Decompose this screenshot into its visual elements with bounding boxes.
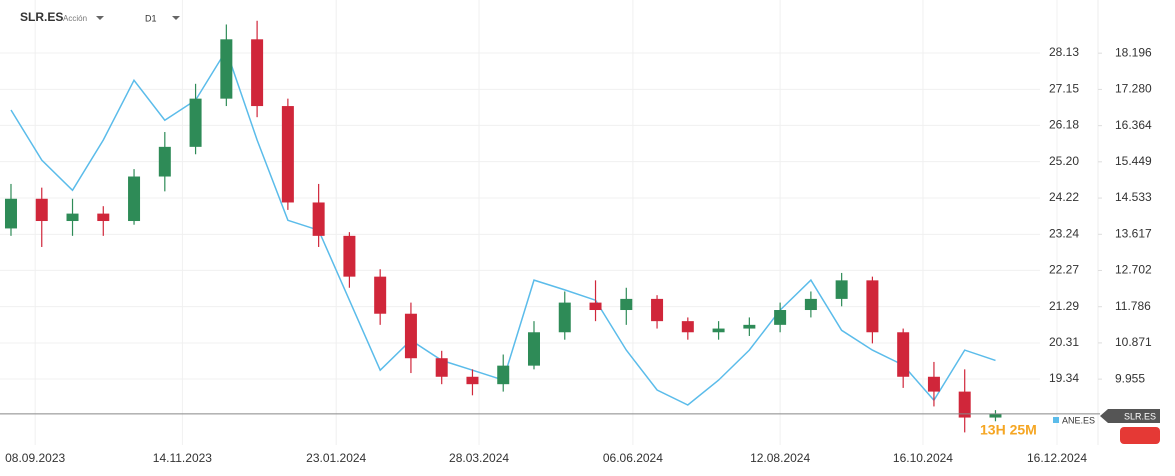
dropdown-arrow[interactable] bbox=[172, 16, 180, 20]
candle-body bbox=[958, 391, 971, 418]
candle-body bbox=[404, 313, 417, 359]
x-tick-label: 16.12.2024 bbox=[1027, 451, 1087, 465]
asset-type[interactable]: Acción bbox=[63, 14, 87, 23]
candle-body bbox=[835, 280, 848, 299]
candle-body bbox=[866, 280, 879, 333]
x-tick-label: 23.01.2024 bbox=[306, 451, 366, 465]
legend-swatch bbox=[1053, 417, 1059, 423]
candle-body bbox=[620, 298, 633, 311]
y-tick-label: 26.18 bbox=[1049, 118, 1079, 132]
y-tick-label: 24.22 bbox=[1049, 190, 1079, 204]
candle-body bbox=[466, 376, 479, 385]
x-tick-label: 12.08.2024 bbox=[750, 451, 810, 465]
candle-body bbox=[681, 321, 694, 333]
y-tick-label: 22.27 bbox=[1049, 263, 1079, 277]
candle-body bbox=[589, 302, 602, 311]
candle-body bbox=[35, 198, 48, 222]
candle-body bbox=[343, 235, 356, 277]
candle-body bbox=[743, 324, 756, 329]
y-tick-label: 21.29 bbox=[1049, 299, 1079, 313]
y2-tick-label: 16.364 bbox=[1115, 118, 1152, 132]
candle-body bbox=[97, 213, 110, 222]
dropdown-arrow[interactable] bbox=[96, 16, 104, 20]
candle-body bbox=[527, 332, 540, 366]
x-tick-label: 06.06.2024 bbox=[603, 451, 663, 465]
countdown: 13H 25M bbox=[980, 422, 1037, 438]
candle-body bbox=[712, 328, 725, 333]
timeframe[interactable]: D1 bbox=[145, 13, 157, 23]
price-tag-label: SLR.ES bbox=[1124, 411, 1156, 421]
candle-body bbox=[66, 213, 79, 222]
trade-button[interactable] bbox=[1120, 427, 1160, 444]
candle-body bbox=[435, 358, 448, 377]
x-tick-label: 28.03.2024 bbox=[449, 451, 509, 465]
x-tick-label: 14.11.2023 bbox=[153, 451, 212, 465]
candle-body bbox=[189, 98, 202, 147]
overlay-line bbox=[10, 48, 996, 406]
candle-body bbox=[558, 302, 571, 333]
y-tick-label: 25.20 bbox=[1049, 154, 1079, 168]
candle-body bbox=[927, 376, 940, 392]
plot-area bbox=[4, 20, 1002, 433]
symbol[interactable]: SLR.ES bbox=[20, 10, 63, 24]
candle-body bbox=[374, 276, 387, 314]
y2-tick-label: 14.533 bbox=[1115, 190, 1152, 204]
candle-body bbox=[220, 39, 233, 99]
y-tick-label: 19.34 bbox=[1049, 371, 1079, 385]
y-tick-label: 27.15 bbox=[1049, 82, 1079, 96]
y2-tick-label: 12.702 bbox=[1115, 263, 1152, 277]
price-tag bbox=[1100, 409, 1160, 423]
candle-body bbox=[897, 332, 910, 377]
candle-body bbox=[128, 176, 141, 222]
candle-body bbox=[158, 146, 171, 177]
y2-tick-label: 17.280 bbox=[1115, 82, 1152, 96]
grid bbox=[0, 0, 1058, 445]
legend-label: ANE.ES bbox=[1062, 415, 1095, 425]
candle-body bbox=[4, 198, 17, 229]
candle-body bbox=[774, 310, 787, 325]
candle-body bbox=[497, 365, 510, 385]
y2-tick-label: 10.871 bbox=[1115, 335, 1152, 349]
y-tick-label: 20.31 bbox=[1049, 335, 1079, 349]
y-tick-label: 23.24 bbox=[1049, 227, 1079, 241]
y2-tick-label: 18.196 bbox=[1115, 45, 1152, 59]
x-tick-label: 16.10.2024 bbox=[893, 451, 953, 465]
candle-body bbox=[989, 413, 1002, 418]
y2-tick-label: 13.617 bbox=[1115, 226, 1152, 240]
y2-tick-label: 11.786 bbox=[1115, 299, 1151, 313]
candle-body bbox=[651, 298, 664, 322]
candle-body bbox=[281, 106, 294, 203]
candle-body bbox=[312, 202, 325, 236]
candle-body bbox=[251, 39, 264, 107]
y2-tick-label: 15.449 bbox=[1115, 154, 1152, 168]
y2-tick-label: 9.955 bbox=[1115, 371, 1145, 385]
x-tick-label: 08.09.2023 bbox=[5, 451, 65, 465]
y-tick-label: 28.13 bbox=[1049, 45, 1079, 59]
candle-body bbox=[804, 298, 817, 311]
